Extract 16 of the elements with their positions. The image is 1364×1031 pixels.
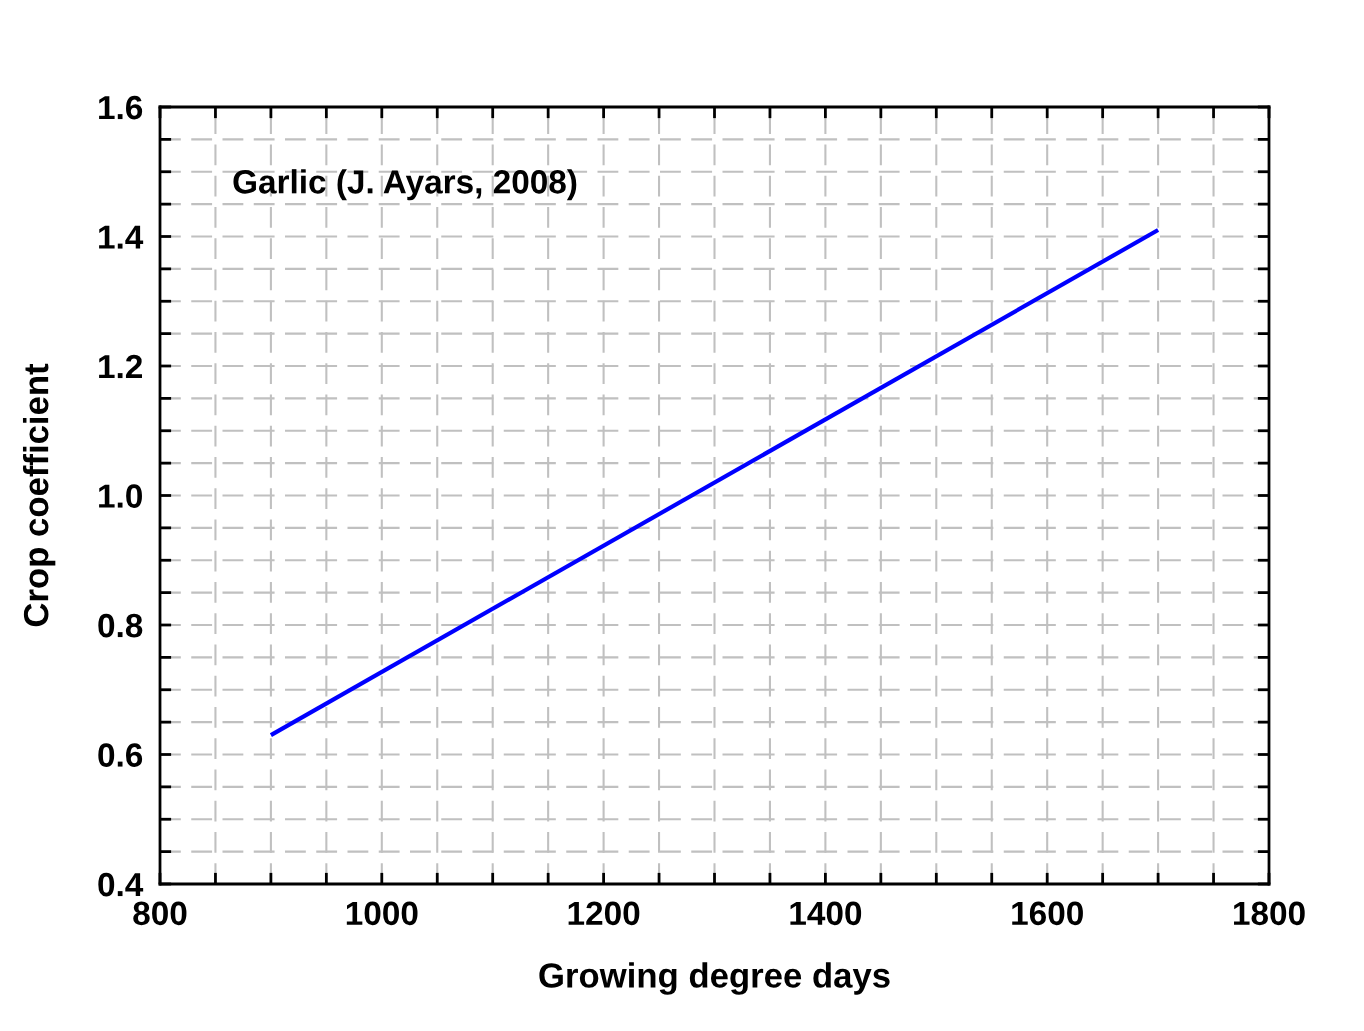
- y-tick-label: 1.0: [99, 484, 142, 508]
- x-tick-label: 1200: [568, 901, 640, 926]
- y-tick-label: 1.4: [99, 225, 144, 249]
- x-axis-title: Growing degree days: [539, 962, 890, 995]
- x-tick-label: 1400: [790, 901, 862, 926]
- x-tick-label: 1800: [1234, 901, 1305, 926]
- y-tick-label: 0.6: [98, 743, 143, 767]
- y-axis-title: Crop coefficient: [22, 363, 56, 627]
- y-tick-label: 1.2: [99, 354, 142, 379]
- x-tick-label: 800: [133, 901, 187, 926]
- y-tick-label: 1.6: [99, 95, 143, 120]
- y-tick-label: 0.4: [98, 872, 144, 897]
- annotation: Garlic (J. Ayars, 2008): [233, 169, 577, 201]
- y-tick-label: 0.8: [98, 613, 143, 638]
- x-tick-label: 1000: [346, 901, 418, 926]
- x-tick-label: 1600: [1012, 901, 1083, 926]
